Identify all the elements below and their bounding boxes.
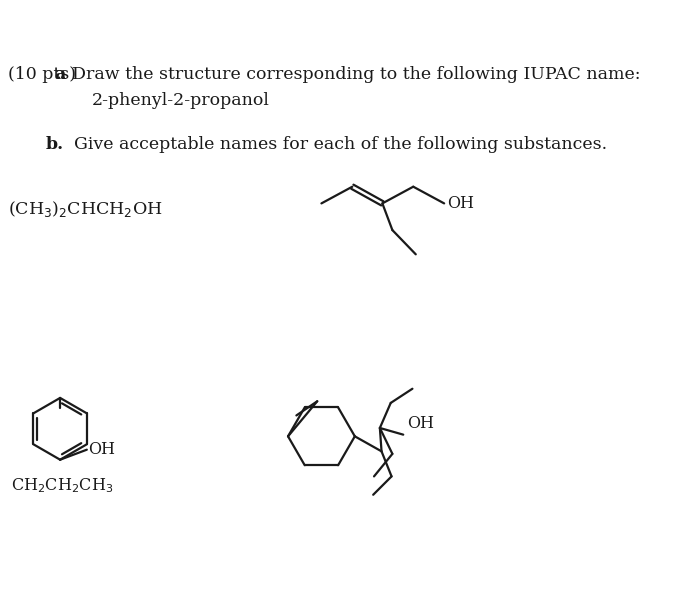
Text: (CH$_3$)$_2$CHCH$_2$OH: (CH$_3$)$_2$CHCH$_2$OH [8,199,163,219]
Text: b.: b. [46,135,64,153]
Text: Give acceptable names for each of the following substances.: Give acceptable names for each of the fo… [62,135,607,153]
Text: . Draw the structure corresponding to the following IUPAC name:: . Draw the structure corresponding to th… [61,66,641,83]
Text: a: a [54,66,66,83]
Text: 2-phenyl-2-propanol: 2-phenyl-2-propanol [92,93,270,109]
Text: OH: OH [407,415,435,432]
Text: OH: OH [447,195,474,212]
Text: CH$_2$CH$_2$CH$_3$: CH$_2$CH$_2$CH$_3$ [12,476,114,495]
Text: OH: OH [87,441,115,458]
Text: (10 pts): (10 pts) [8,66,82,83]
